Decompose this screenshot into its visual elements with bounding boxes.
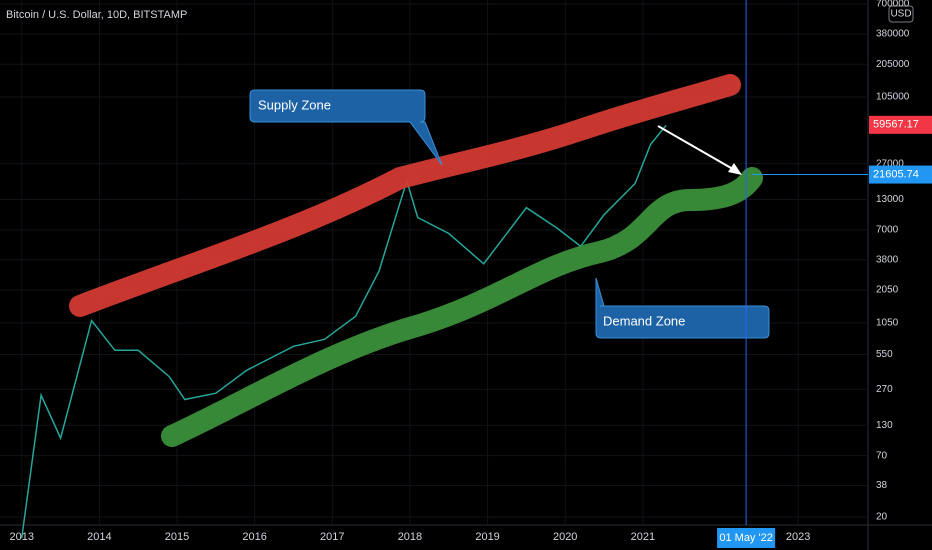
demand-label: Demand Zone	[603, 313, 685, 328]
cursor-label: 01 May '22	[719, 532, 772, 544]
supply-callout	[249, 89, 443, 166]
x-tick-label: 2014	[87, 531, 111, 543]
arrow	[657, 125, 739, 173]
currency-label[interactable]: USD	[890, 9, 911, 20]
y-tick-label: 1050	[876, 317, 899, 328]
y-tick-label: 20	[876, 512, 888, 523]
y-tick-label: 700000	[876, 0, 910, 10]
supply-band	[69, 74, 741, 317]
x-tick-label: 2023	[786, 531, 810, 543]
y-tick-label: 550	[876, 349, 893, 360]
y-tick-label: 7000	[876, 224, 899, 235]
y-tick-label: 3800	[876, 254, 899, 265]
marker-box	[869, 115, 932, 134]
x-tick-label: 2021	[631, 531, 655, 543]
demand-callout	[595, 277, 770, 339]
x-tick-label: 2015	[165, 531, 189, 543]
y-tick-label: 27000	[876, 158, 904, 169]
y-tick-label: 13000	[876, 194, 904, 205]
y-tick-label: 270	[876, 384, 893, 395]
y-tick-label: 38	[876, 480, 888, 491]
y-tick-label: 70	[876, 450, 888, 461]
y-tick-label: 130	[876, 420, 893, 431]
y-tick-label: 2050	[876, 285, 899, 296]
x-tick-label: 2018	[398, 531, 422, 543]
cursor-label-box	[717, 528, 776, 548]
arrow-head	[728, 163, 742, 175]
marker-label: 21605.74	[873, 168, 919, 180]
plot	[0, 0, 868, 539]
x-tick-label: 2013	[9, 531, 33, 543]
x-tick-label: 2017	[320, 531, 344, 543]
supply-label: Supply Zone	[258, 97, 331, 112]
x-tick-label: 2016	[242, 531, 266, 543]
marker-label: 59567.17	[873, 119, 919, 131]
currency-button[interactable]	[888, 5, 914, 23]
y-tick-label: 380000	[876, 29, 910, 40]
demand-band	[161, 167, 763, 447]
marker-box	[869, 165, 932, 184]
chart-title: Bitcoin / U.S. Dollar, 10D, BITSTAMP	[6, 9, 187, 21]
y-tick-label: 205000	[876, 59, 910, 70]
x-tick-label: 2020	[553, 531, 577, 543]
x-tick-label: 2019	[475, 531, 499, 543]
y-tick-label: 105000	[876, 92, 910, 103]
